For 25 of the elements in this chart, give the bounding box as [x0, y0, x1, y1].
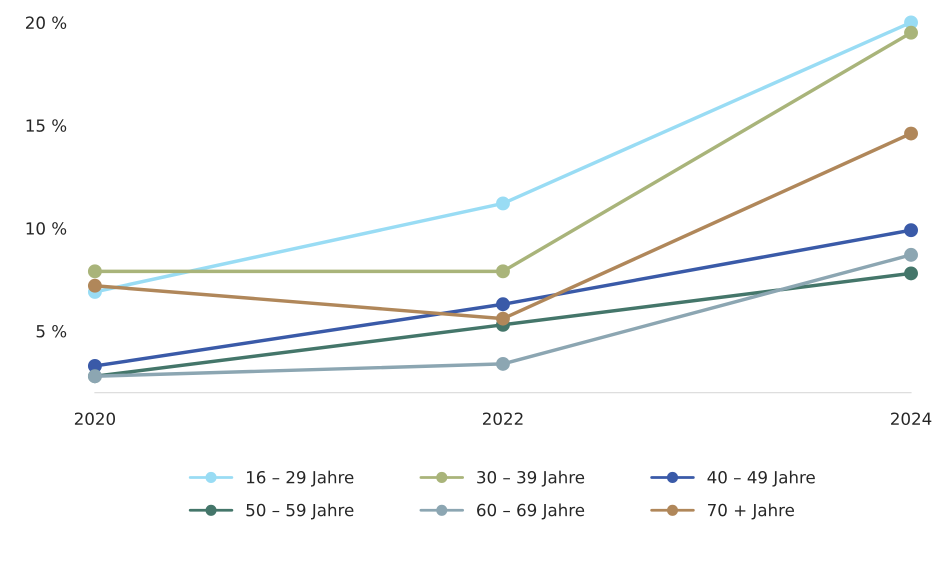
x-tick-label: 2022: [482, 412, 523, 426]
y-tick-label: 5 %: [36, 324, 66, 338]
point: [496, 356, 510, 371]
point: [496, 312, 510, 326]
point: [496, 264, 510, 278]
point: [904, 266, 918, 280]
point: [88, 264, 102, 278]
point: [496, 297, 510, 312]
y-tick-label: 15 %: [26, 119, 66, 132]
point: [904, 126, 918, 140]
x-tick-label: 2024: [891, 412, 932, 426]
point: [88, 278, 102, 293]
point: [904, 223, 918, 238]
legend-label: 16 – 29 Jahre: [247, 470, 354, 487]
x-tick-label: 2020: [74, 412, 115, 426]
legend-label: 50 – 59 Jahre: [246, 503, 354, 520]
point: [904, 248, 918, 262]
y-tick-label: 20 %: [26, 16, 66, 30]
point: [904, 26, 918, 40]
legend-label: 60 – 69 Jahre: [477, 503, 584, 520]
legend-label: 30 – 39 Jahre: [477, 470, 584, 487]
legend-label: 40 – 49 Jahre: [707, 470, 815, 487]
y-tick-label: 10 %: [26, 222, 66, 235]
point: [496, 196, 510, 210]
legend-label: 70 + Jahre: [708, 503, 794, 520]
